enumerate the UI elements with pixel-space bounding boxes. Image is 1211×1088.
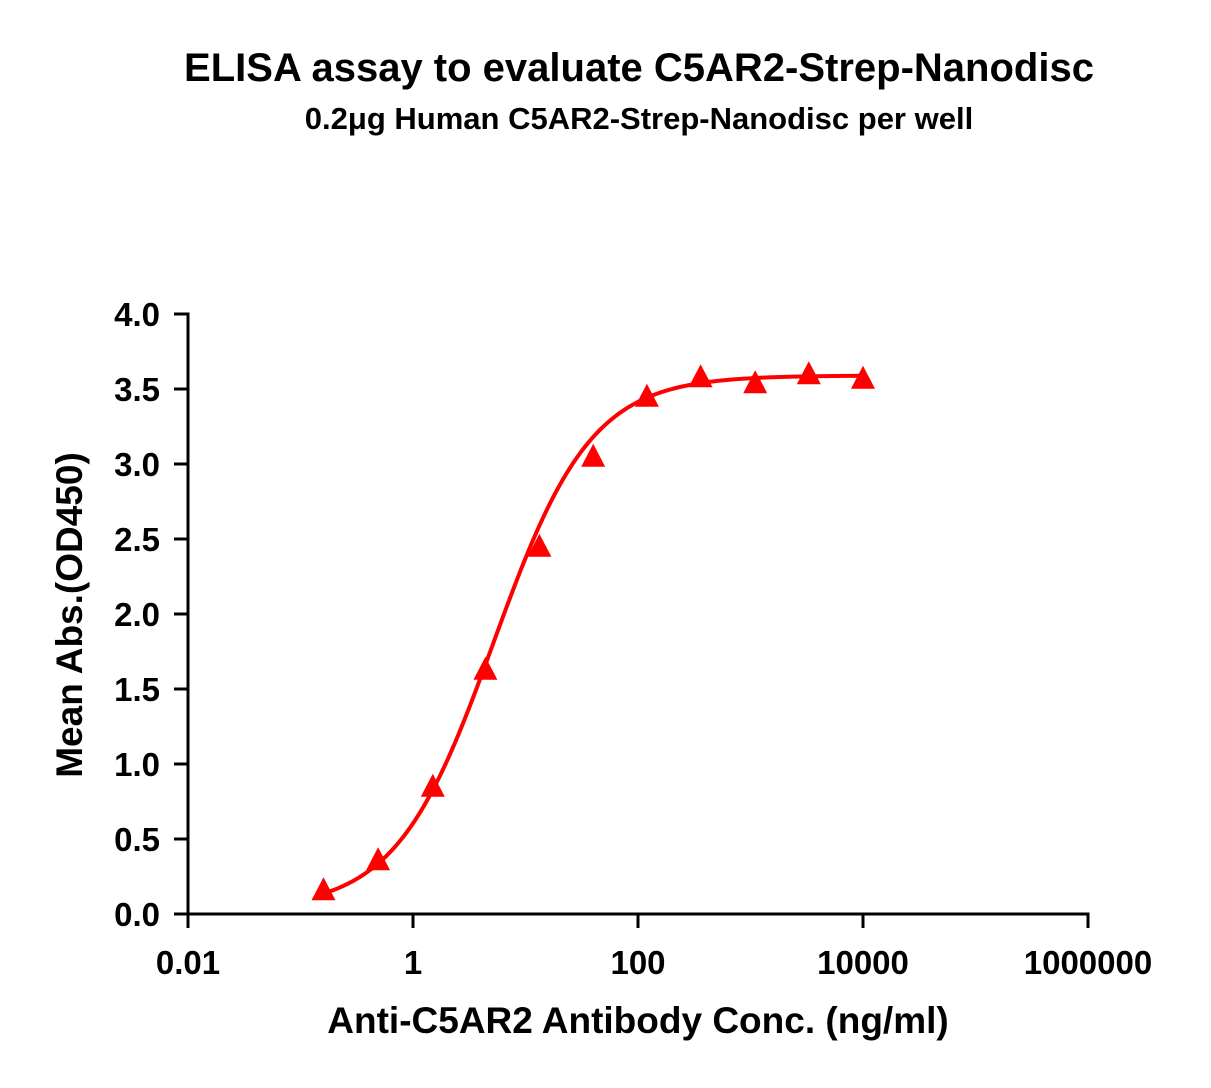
y-tick-label: 4.0 [114, 296, 160, 333]
data-point [634, 383, 659, 407]
data-point [473, 656, 498, 680]
data-point [796, 361, 821, 385]
data-point [420, 773, 445, 797]
x-tick-label: 10000 [817, 944, 909, 981]
data-points [311, 361, 875, 901]
x-tick-label: 0.01 [156, 944, 220, 981]
y-axis-ticks: 0.0 0.5 1.0 1.5 2.0 2.5 3.0 3.5 4.0 [114, 296, 188, 933]
data-point [688, 364, 713, 388]
y-axis-title: Mean Abs.(OD450) [49, 452, 90, 778]
data-point [527, 533, 552, 557]
y-tick-label: 1.0 [114, 746, 160, 783]
x-tick-label: 1 [404, 944, 422, 981]
chart-subtitle: 0.2μg Human C5AR2-Strep-Nanodisc per wel… [304, 101, 974, 136]
x-axis-ticks: 0.01 1 100 10000 1000000 [156, 914, 1152, 981]
y-tick-label: 1.5 [114, 671, 160, 708]
data-point [311, 877, 336, 901]
y-tick-label: 3.5 [114, 371, 160, 408]
x-tick-label: 1000000 [1024, 944, 1152, 981]
x-tick-label: 100 [610, 944, 665, 981]
y-tick-label: 0.5 [114, 821, 160, 858]
data-point [851, 365, 875, 389]
y-tick-label: 3.0 [114, 446, 160, 483]
data-point [743, 370, 768, 394]
y-tick-label: 2.0 [114, 596, 160, 633]
y-tick-label: 2.5 [114, 521, 160, 558]
y-tick-label: 0.0 [114, 896, 160, 933]
data-point [366, 847, 391, 871]
data-point [581, 443, 606, 467]
fit-curve [322, 373, 864, 896]
chart-title: ELISA assay to evaluate C5AR2-Strep-Nano… [184, 46, 1094, 90]
x-axis-title: Anti-C5AR2 Antibody Conc. (ng/ml) [327, 1000, 948, 1041]
